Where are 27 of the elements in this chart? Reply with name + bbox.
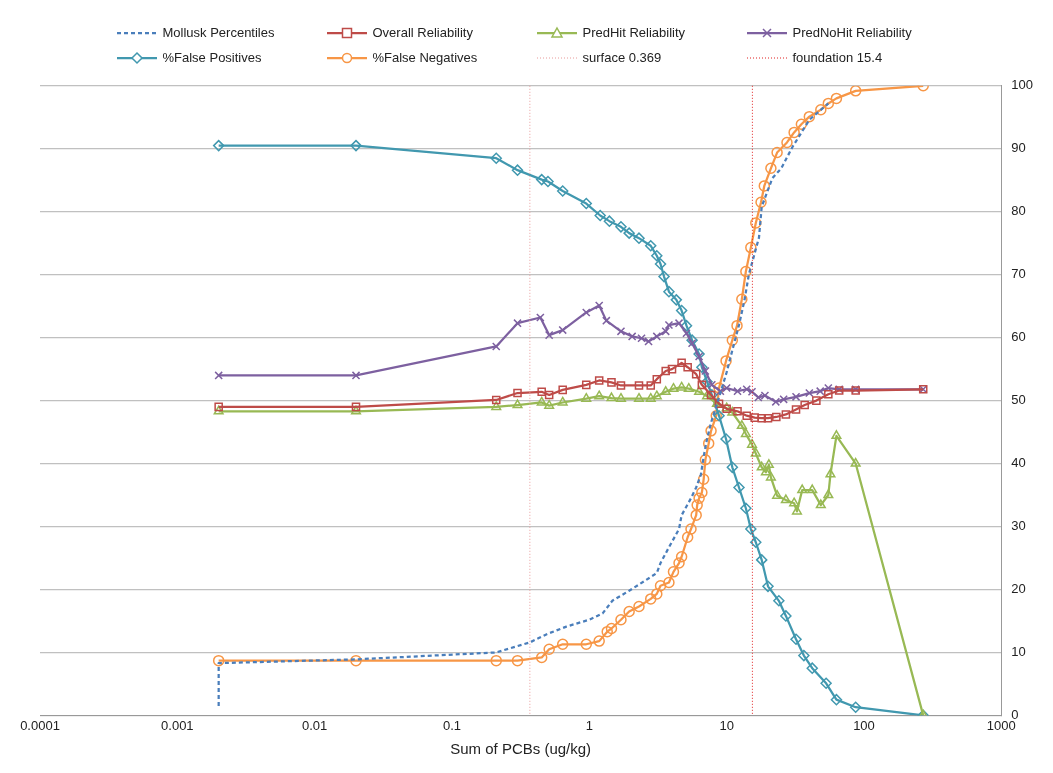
x-tick-label: 0.01 — [302, 717, 328, 733]
y-tick-label: 90 — [1011, 140, 1026, 156]
x-tick-label: 0.001 — [161, 717, 194, 733]
legend-label: %False Positives — [162, 50, 262, 65]
x-tick-label: 10 — [719, 717, 734, 733]
legend-label: surface 0.369 — [582, 50, 662, 65]
y-tick-label: 70 — [1011, 266, 1026, 282]
x-axis-title: Sum of PCBs (ug/kg) — [450, 740, 592, 758]
y-tick-label: 10 — [1011, 644, 1026, 660]
y-tick-label: 20 — [1011, 581, 1026, 597]
x-tick-label: 0.0001 — [20, 717, 60, 733]
x-tick-label: 1 — [585, 717, 593, 733]
legend-label: PredHit Reliability — [582, 25, 686, 40]
y-tick-label: 60 — [1011, 329, 1026, 345]
y-tick-label: 50 — [1011, 392, 1026, 408]
x-tick-label: 0.1 — [442, 717, 462, 733]
y-tick-label: 0 — [1011, 706, 1019, 722]
y-tick-label: 80 — [1011, 203, 1026, 219]
legend-label: %False Negatives — [372, 50, 478, 65]
legend-label: Mollusk Percentiles — [162, 25, 275, 40]
legend-label: foundation 15.4 — [792, 50, 883, 65]
legend-label: PredNoHit Reliability — [792, 25, 912, 40]
legend-label: Overall Reliability — [372, 25, 473, 40]
y-tick-label: 100 — [1011, 77, 1034, 93]
y-tick-label: 30 — [1011, 518, 1026, 534]
y-tick-label: 40 — [1011, 455, 1026, 471]
x-tick-label: 100 — [853, 717, 875, 733]
